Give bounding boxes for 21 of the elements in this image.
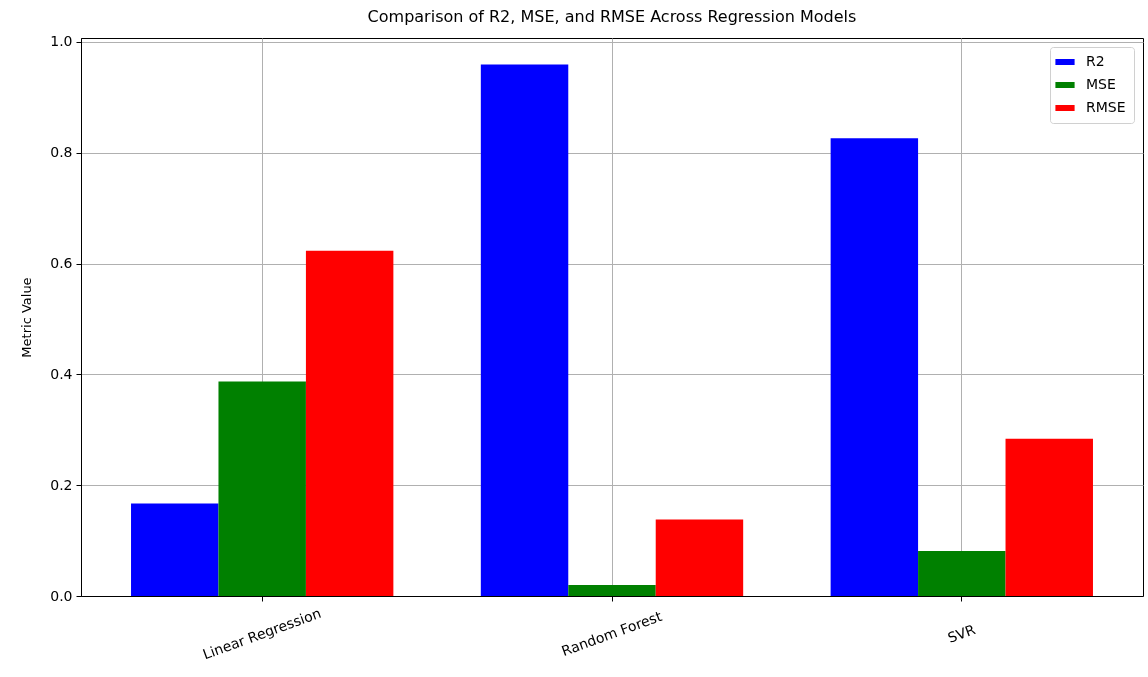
bar [918,551,1006,596]
y-tick-label: 0.0 [50,587,73,604]
legend-label: RMSE [1086,99,1126,115]
bar [131,503,219,596]
bar [830,138,919,596]
y-axis-title: Metric Value [19,277,35,358]
bar [655,519,744,596]
bar [1005,438,1093,596]
legend-label: R2 [1086,53,1105,69]
chart-title: Comparison of R2, MSE, and RMSE Across Regression Models [367,6,857,26]
y-tick-label: 0.4 [50,365,73,382]
y-tick-label: 0.8 [50,144,73,161]
y-tick-label: 0.6 [50,255,73,272]
bar [305,250,394,596]
x-tick-label: SVR [945,621,978,646]
y-tick-label: 0.2 [50,476,73,493]
bar [218,381,306,596]
y-tick-label: 1.0 [50,33,73,50]
legend-label: MSE [1086,76,1116,92]
bar [568,584,656,596]
bar [480,64,569,596]
